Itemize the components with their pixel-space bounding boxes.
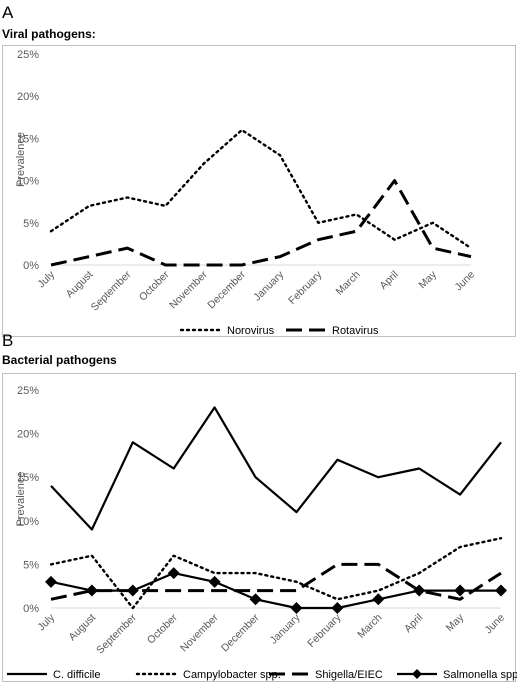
x-tick-label: June [483,612,508,637]
y-tick-label: 20% [17,91,39,103]
series-line-c-difficile [50,406,502,531]
x-tick-label: December [205,268,248,311]
y-axis-label: Prevalence [15,471,27,526]
data-point-marker [413,584,426,597]
x-tick-label: February [286,268,325,307]
legend-label: C. difficile [53,669,100,681]
x-tick-label: November [178,611,221,654]
x-tick-label: May [444,611,467,634]
x-tick-label: January [251,268,286,303]
data-point-marker [495,584,507,597]
series-line-norovirus [49,128,473,250]
y-axis-label: Prevalence [15,132,27,187]
legend-marker [412,669,422,679]
data-point-marker [249,593,262,606]
y-tick-label: 25% [17,49,39,61]
x-tick-label: March [355,612,384,641]
x-tick-label: December [219,611,262,654]
y-tick-label: 15% [17,472,39,484]
x-tick-label: October [145,611,180,646]
y-tick-label: 0% [23,260,39,272]
series-line-campylobacter-spp- [49,536,503,610]
data-point-marker [85,584,98,597]
y-tick-label: 0% [23,603,39,615]
x-tick-label: October [137,268,172,303]
x-tick-label: June [453,269,478,294]
x-tick-label: February [305,611,344,650]
y-tick-label: 20% [17,429,39,441]
y-tick-label: 10% [17,176,39,188]
legend-label: Rotavirus [332,325,379,337]
data-point-marker [208,575,221,588]
legend-label: Salmonella spp. [443,669,517,681]
series-line-rotavirus [50,179,472,267]
data-point-marker [372,593,385,606]
y-tick-label: 5% [23,218,39,230]
panel-a-letter: A [2,3,14,22]
series-line-shigella-eiec [50,562,502,601]
data-point-marker [45,575,57,588]
x-tick-label: September [89,268,134,313]
x-tick-label: May [416,268,439,291]
x-tick-label: August [66,612,98,644]
bacterial-chart: 0% 5% 10% 15% 20% 25% July August September Octob… [2,373,517,682]
data-point-marker [167,567,180,580]
x-tick-label: April [402,612,425,635]
y-tick-label: 10% [17,516,39,528]
data-point-marker [290,602,303,614]
data-point-marker [331,602,344,614]
x-tick-label: January [268,611,303,646]
y-tick-label: 25% [17,385,39,397]
x-tick-label: August [64,269,96,301]
legend-label: Shigella/EIEC [315,669,383,681]
data-point-marker [126,584,139,597]
panel-b-letter: B [2,331,14,350]
panel-b-title: Bacterial pathogens [2,353,117,367]
series-line-salmonella-spp- [50,572,501,610]
x-tick-label: March [333,269,362,298]
y-tick-label: 15% [17,133,39,145]
x-tick-label: April [377,269,400,292]
viral-chart: 0% 5% 10% 15% 20% 25% July August September Octob… [2,45,516,337]
y-tick-label: 5% [23,559,39,571]
x-tick-label: November [167,268,210,311]
data-point-marker [454,584,467,597]
panel-a-title: Viral pathogens: [2,27,96,41]
x-tick-label: September [94,611,139,656]
legend-label: Norovirus [227,325,275,337]
legend-label: Campylobacter spp. [183,669,281,681]
